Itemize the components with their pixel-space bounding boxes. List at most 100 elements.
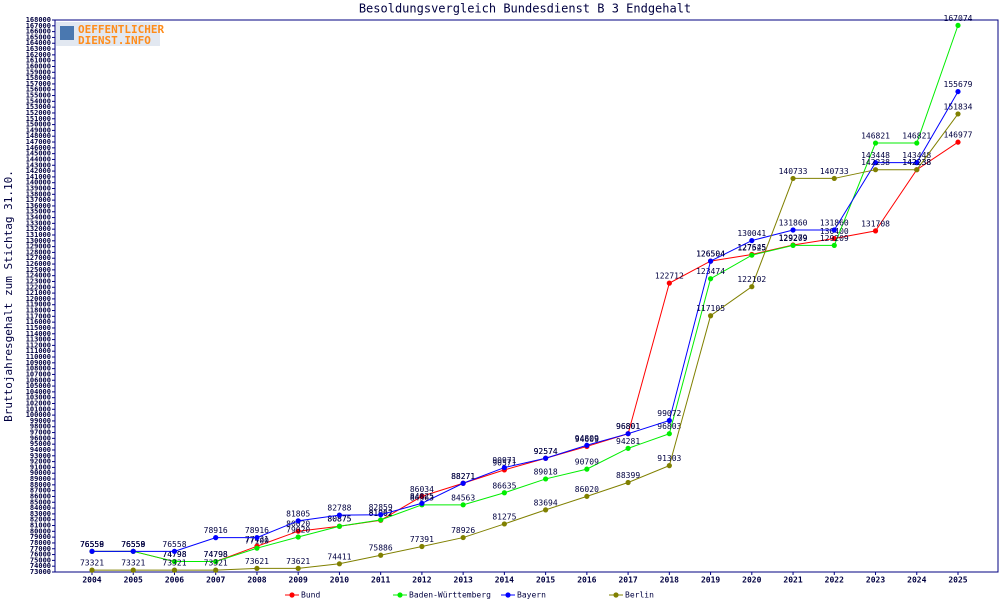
data-point: [419, 493, 425, 499]
data-point: [213, 558, 219, 565]
y-tick-label: 127000: [26, 254, 51, 262]
y-tick-label: 146000: [26, 144, 51, 152]
data-point: [872, 228, 879, 234]
legend-label: Bayern: [517, 591, 546, 600]
x-tick-label: 2015: [536, 576, 555, 585]
data-point: [378, 517, 384, 523]
data-point: [295, 528, 301, 534]
x-tick-label: 2018: [660, 576, 679, 585]
data-point: [831, 227, 837, 233]
data-point: [130, 567, 136, 573]
y-tick-label: 84000: [30, 504, 51, 512]
value-label: 80020: [286, 520, 310, 529]
value-label: 76559: [121, 540, 145, 549]
y-tick-label: 140000: [26, 179, 51, 187]
y-tick-label: 112000: [26, 341, 51, 349]
data-point: [460, 534, 466, 541]
value-label: 84563: [451, 493, 475, 502]
data-point: [955, 88, 961, 95]
x-tick-label: 2013: [454, 576, 473, 585]
y-tick-label: 121000: [26, 289, 51, 297]
x-tick-label: 2010: [330, 576, 349, 585]
y-tick-label: 93000: [30, 452, 51, 460]
x-tick-label: 2014: [495, 576, 514, 585]
data-point: [790, 242, 796, 248]
x-tick-label: 2024: [907, 576, 926, 585]
x-tick-label: 2019: [701, 576, 720, 585]
logo-icon: [60, 26, 74, 40]
data-point: [254, 545, 260, 551]
value-label: 73321: [121, 559, 145, 568]
y-tick-label: 86000: [30, 492, 51, 500]
data-point: [543, 455, 549, 461]
y-tick-label: 80000: [30, 527, 51, 535]
y-tick-label: 144000: [26, 155, 51, 163]
data-point: [254, 565, 260, 571]
value-label: 140733: [779, 167, 808, 176]
x-tick-label: 2005: [124, 576, 143, 585]
data-point: [584, 442, 590, 448]
data-point: [584, 466, 590, 472]
series-line: [92, 25, 959, 563]
y-tick-label: 142000: [26, 167, 51, 175]
x-tick-label: 2009: [289, 576, 308, 585]
value-label: 129209: [820, 234, 849, 243]
legend-label: Berlin: [625, 591, 654, 600]
data-point: [171, 558, 178, 565]
y-tick-label: 96000: [30, 434, 51, 442]
data-point: [914, 167, 920, 173]
data-point: [955, 22, 961, 28]
data-point: [872, 160, 879, 166]
value-label: 129209: [779, 234, 808, 243]
value-label: 82859: [369, 503, 393, 512]
data-point: [749, 284, 755, 290]
value-label: 76558: [162, 540, 186, 549]
value-label: 146977: [944, 131, 973, 140]
data-point: [872, 140, 879, 146]
y-tick-label: 153000: [26, 103, 51, 111]
x-tick-label: 2017: [618, 576, 637, 585]
value-label: 122712: [655, 272, 684, 281]
value-label: 81805: [286, 509, 310, 518]
x-tick-label: 2004: [82, 576, 101, 585]
data-point: [295, 534, 301, 540]
data-point: [254, 535, 260, 541]
data-point: [501, 464, 507, 471]
x-tick-label: 2011: [371, 576, 390, 585]
y-tick-label: 141000: [26, 173, 51, 181]
value-label: 140733: [820, 167, 849, 176]
value-label: 131860: [779, 218, 808, 227]
logo: OEFFENTLICHER DIENST.INFO: [56, 22, 164, 47]
data-point: [707, 258, 714, 264]
y-tick-label: 118000: [26, 307, 51, 315]
data-point: [336, 561, 343, 567]
value-label: 143448: [861, 151, 890, 160]
data-point: [831, 242, 837, 248]
value-label: 94609: [575, 435, 599, 444]
value-label: 88271: [451, 472, 475, 481]
value-label: 96803: [657, 422, 681, 431]
data-point: [213, 535, 219, 541]
y-tick-label: 74000: [30, 562, 51, 570]
y-tick-label: 113000: [26, 336, 51, 344]
value-label: 79020: [286, 526, 310, 535]
y-tick-label: 99000: [30, 417, 51, 425]
y-tick-label: 122000: [26, 283, 51, 291]
y-tick-label: 107000: [26, 370, 51, 378]
y-tick-label: 129000: [26, 243, 51, 251]
data-point: [625, 479, 631, 486]
data-point: [666, 417, 672, 424]
y-tick-label: 159000: [26, 68, 51, 76]
y-tick-label: 101000: [26, 405, 51, 413]
data-point: [914, 140, 920, 146]
y-tick-label: 90000: [30, 469, 51, 477]
y-tick-label: 103000: [26, 394, 51, 402]
y-tick-label: 156000: [26, 86, 51, 94]
value-label: 167074: [944, 14, 973, 23]
data-point: [336, 512, 343, 518]
value-label: 78916: [204, 526, 228, 535]
data-point: [666, 463, 672, 469]
value-label: 151834: [944, 102, 973, 111]
data-point: [790, 227, 796, 233]
data-point: [543, 507, 549, 513]
